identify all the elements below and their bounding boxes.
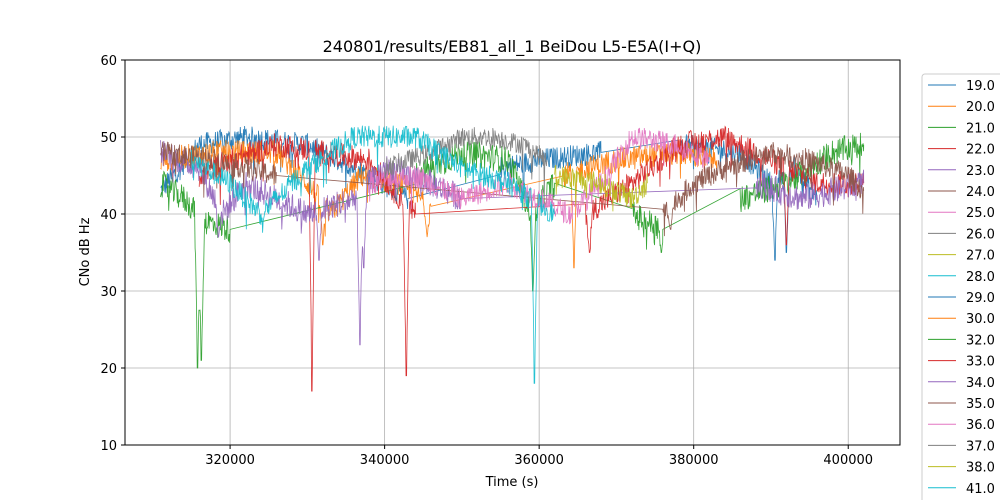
chart-title: 240801/results/EB81_all_1 BeiDou L5-E5A(…: [323, 37, 702, 57]
legend-label: 30.0: [966, 312, 995, 327]
legend-label: 29.0: [966, 291, 995, 306]
series-line-23.0: [160, 140, 865, 346]
legend-label: 35.0: [966, 397, 995, 412]
legend-label: 38.0: [966, 461, 995, 476]
legend-label: 25.0: [966, 206, 995, 221]
y-tick-label: 10: [100, 439, 117, 454]
legend-label: 28.0: [966, 270, 995, 285]
legend-label: 20.0: [966, 100, 995, 115]
series-line-28.0: [191, 125, 555, 384]
legend-label: 34.0: [966, 376, 995, 391]
y-tick-label: 60: [100, 54, 117, 69]
legend-label: 26.0: [966, 227, 995, 242]
grid: [125, 59, 900, 446]
legend-label: 23.0: [966, 164, 995, 179]
y-tick-label: 50: [100, 131, 117, 146]
x-tick-label: 360000: [514, 453, 564, 468]
x-tick-label: 320000: [205, 453, 255, 468]
y-tick-label: 20: [100, 362, 117, 377]
legend: 19.0 20.0 21.0 22.0 23.0 24.0 25.0 26.0 27.0 28.0…: [921, 73, 1000, 504]
plot-frame: [124, 59, 901, 446]
series-line-24.0: [160, 141, 865, 237]
x-tick-label: 400000: [823, 453, 873, 468]
x-tick-label: 380000: [669, 453, 719, 468]
axis-ticks: 320000 340000 360000 380000 400000 10 20 30 40 50…: [100, 54, 873, 468]
series-line-25.0: [368, 127, 710, 225]
y-tick-label: 30: [100, 285, 117, 300]
legend-label: 33.0: [966, 355, 995, 370]
legend-label: 24.0: [966, 185, 995, 200]
legend-label: 21.0: [966, 121, 995, 136]
legend-label: 32.0: [966, 333, 995, 348]
series-line-27.0: [554, 164, 648, 212]
legend-box: [921, 73, 1000, 504]
legend-label: 36.0: [966, 418, 995, 433]
y-tick-label: 40: [100, 208, 117, 223]
legend-label: 22.0: [966, 143, 995, 158]
x-tick-label: 340000: [360, 453, 410, 468]
x-axis-label: Time (s): [485, 475, 539, 490]
legend-label: 41.0: [966, 482, 995, 497]
y-axis-label: CNo dB Hz: [78, 217, 93, 286]
legend-label: 27.0: [966, 249, 995, 264]
legend-label: 19.0: [966, 79, 995, 94]
legend-label: 37.0: [966, 439, 995, 454]
series-line-26.0: [384, 127, 548, 197]
series-lines: [160, 125, 865, 392]
